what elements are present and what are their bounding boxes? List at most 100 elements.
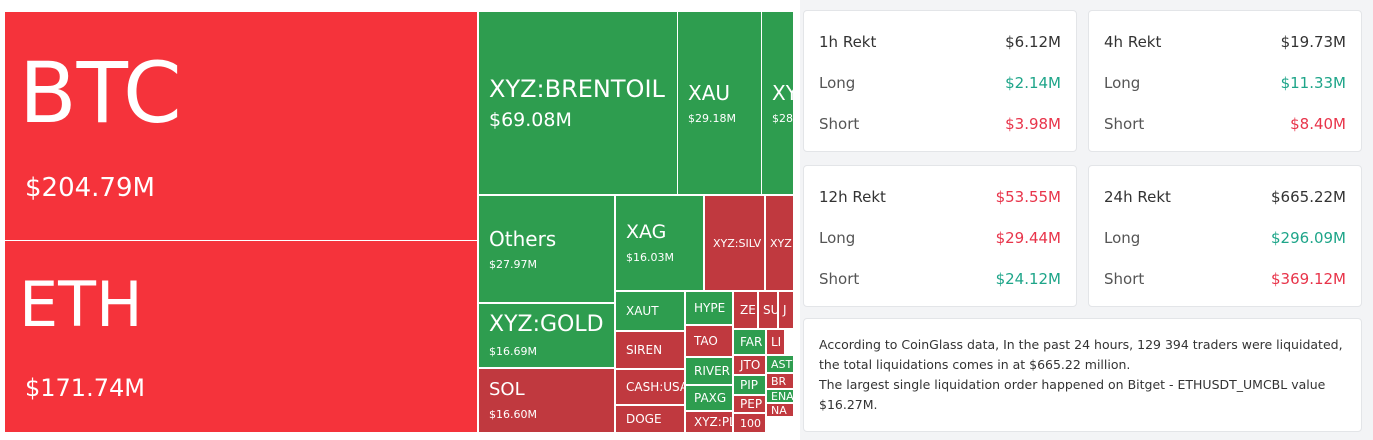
treemap-tile[interactable]: LI bbox=[767, 330, 784, 354]
treemap-tile[interactable]: SIREN bbox=[616, 332, 684, 368]
treemap-tile[interactable]: XY $28 bbox=[762, 12, 793, 194]
tile-value: $28 bbox=[772, 111, 793, 125]
card-row: Short $24.12M bbox=[819, 258, 1061, 299]
note-line: According to CoinGlass data, In the past… bbox=[819, 337, 1343, 372]
treemap-tile[interactable]: BTC $204.79M bbox=[5, 12, 477, 240]
treemap-tile[interactable]: XAUT bbox=[616, 292, 684, 330]
treemap-tile[interactable]: NA bbox=[767, 404, 793, 416]
treemap: BTC $204.79M ETH $171.74M XYZ:BRENTOIL $69.08… bbox=[0, 0, 800, 440]
tile-label: J bbox=[783, 303, 787, 317]
tile-label: XYZ:PL bbox=[694, 415, 732, 429]
treemap-tile[interactable]: PIP bbox=[734, 376, 765, 394]
treemap-tile[interactable]: Others $27.97M bbox=[479, 196, 614, 302]
tile-value: $16.03M bbox=[626, 251, 674, 264]
tile-label: SOL bbox=[489, 379, 525, 400]
tile-value: $171.74M bbox=[25, 373, 145, 402]
row-value: $11.33M bbox=[1280, 73, 1346, 92]
card-row: Long $11.33M bbox=[1104, 62, 1346, 103]
row-label: Short bbox=[1104, 269, 1145, 288]
tile-label: NA bbox=[771, 404, 787, 416]
row-value: $296.09M bbox=[1271, 228, 1346, 247]
tile-label: PAXG bbox=[694, 391, 727, 405]
treemap-tile[interactable]: JTO bbox=[734, 356, 765, 374]
treemap-tile[interactable]: 100 bbox=[734, 414, 765, 432]
card-row: Short $8.40M bbox=[1104, 103, 1346, 144]
row-label: Long bbox=[1104, 228, 1141, 247]
tile-label: HYPE bbox=[694, 301, 726, 315]
card-header: 24h Rekt $665.22M bbox=[1104, 176, 1346, 217]
row-value: $8.40M bbox=[1290, 114, 1346, 133]
treemap-tile[interactable]: AST bbox=[767, 356, 793, 372]
treemap-tile[interactable]: XYZ:BRENTOIL $69.08M bbox=[479, 12, 677, 194]
stat-card: 1h Rekt $6.12M Long $2.14M Short $3.98M bbox=[803, 10, 1077, 152]
card-row: Long $29.44M bbox=[819, 217, 1061, 258]
tile-label: FAR bbox=[740, 335, 763, 349]
tile-value: $27.97M bbox=[489, 257, 537, 271]
tile-label: 100 bbox=[740, 416, 761, 430]
tile-label: XAU bbox=[688, 80, 731, 105]
tile-label: ZE bbox=[740, 303, 756, 317]
tile-label: TAO bbox=[694, 334, 718, 348]
row-value: $29.44M bbox=[995, 228, 1061, 247]
treemap-tile[interactable]: XAG $16.03M bbox=[616, 196, 703, 290]
treemap-tile[interactable]: XYZ:PL bbox=[686, 412, 732, 432]
row-label: Short bbox=[819, 269, 860, 288]
treemap-tile[interactable]: HYPE bbox=[686, 292, 732, 324]
tile-label: SIREN bbox=[626, 343, 663, 357]
treemap-tile[interactable]: SOL $16.60M bbox=[479, 369, 614, 432]
tile-value: $16.69M bbox=[489, 345, 537, 358]
treemap-tile[interactable]: XYZ bbox=[766, 196, 793, 290]
treemap-tile[interactable]: XAU $29.18M bbox=[678, 12, 761, 194]
tile-label: BR bbox=[771, 374, 787, 388]
row-value: $3.98M bbox=[1005, 114, 1061, 133]
tile-label: XYZ:SILV bbox=[713, 236, 762, 250]
tile-label: SU bbox=[763, 303, 777, 317]
treemap-tile[interactable]: PAXG bbox=[686, 386, 732, 410]
tile-label: XYZ:GOLD bbox=[489, 312, 604, 337]
card-total: $665.22M bbox=[1271, 187, 1346, 206]
row-label: Long bbox=[819, 228, 856, 247]
note-line: The largest single liquidation order hap… bbox=[819, 377, 1326, 412]
treemap-tile[interactable]: XYZ:SILV bbox=[705, 196, 764, 290]
treemap-tile[interactable]: BR bbox=[767, 374, 793, 388]
treemap-tile[interactable]: RIVER bbox=[686, 358, 732, 384]
row-label: Short bbox=[819, 114, 860, 133]
tile-label: LI bbox=[771, 335, 782, 349]
treemap-tile[interactable]: DOGE bbox=[616, 406, 684, 432]
treemap-tile[interactable]: FAR bbox=[734, 330, 765, 354]
stat-card: 4h Rekt $19.73M Long $11.33M Short $8.40M bbox=[1088, 10, 1362, 152]
card-title: 4h Rekt bbox=[1104, 32, 1162, 51]
stat-card: 12h Rekt $53.55M Long $29.44M Short $24.12M bbox=[803, 165, 1077, 307]
row-value: $2.14M bbox=[1005, 73, 1061, 92]
treemap-tile[interactable]: SU bbox=[759, 292, 777, 328]
treemap-tile[interactable]: ENA bbox=[767, 390, 793, 402]
tile-label: CASH:USA bbox=[626, 380, 684, 394]
card-row: Long $296.09M bbox=[1104, 217, 1346, 258]
tile-label: AST bbox=[771, 357, 793, 371]
card-total: $53.55M bbox=[995, 187, 1061, 206]
row-label: Long bbox=[819, 73, 856, 92]
tile-label: XYZ:BRENTOIL bbox=[489, 74, 665, 103]
treemap-tile[interactable]: XYZ:GOLD $16.69M bbox=[479, 304, 614, 367]
treemap-tile[interactable]: PEP bbox=[734, 396, 765, 412]
treemap-tile[interactable]: J bbox=[779, 292, 793, 328]
treemap-tile[interactable]: CASH:USA bbox=[616, 370, 684, 404]
tile-label: BTC bbox=[19, 44, 182, 142]
tile-label: JTO bbox=[740, 358, 761, 372]
treemap-tile[interactable]: ETH $171.74M bbox=[5, 241, 477, 432]
card-title: 24h Rekt bbox=[1104, 187, 1171, 206]
treemap-tile[interactable]: TAO bbox=[686, 326, 732, 356]
row-label: Short bbox=[1104, 114, 1145, 133]
tile-label: XAUT bbox=[626, 304, 659, 318]
card-row: Short $3.98M bbox=[819, 103, 1061, 144]
tile-label: ENA bbox=[771, 390, 793, 402]
row-value: $369.12M bbox=[1271, 269, 1346, 288]
tile-value: $16.60M bbox=[489, 408, 537, 421]
tile-label: DOGE bbox=[626, 412, 662, 426]
tile-value: $204.79M bbox=[25, 173, 155, 203]
tile-label: Others bbox=[489, 226, 557, 251]
row-value: $24.12M bbox=[995, 269, 1061, 288]
treemap-tile[interactable]: ZE bbox=[734, 292, 757, 328]
card-header: 4h Rekt $19.73M bbox=[1104, 21, 1346, 62]
